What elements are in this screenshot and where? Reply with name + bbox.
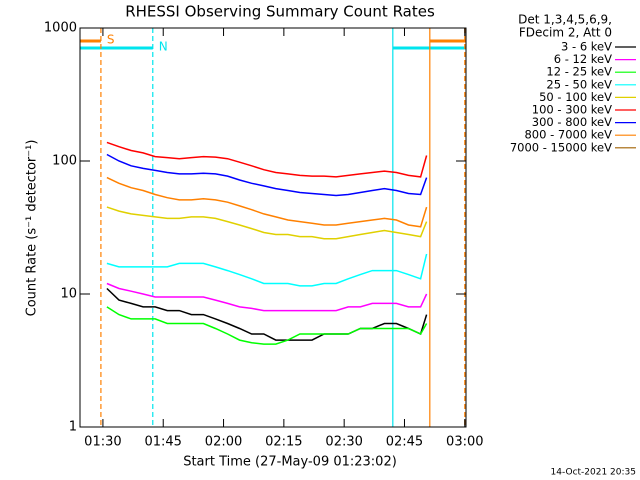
- legend-label: 25 - 50 keV: [546, 77, 612, 91]
- legend-title: Det 1,3,4,5,6,9,: [518, 13, 612, 27]
- legend-label: 3 - 6 keV: [561, 40, 612, 54]
- x-tick-label: 01:45: [144, 435, 181, 450]
- legend-label: 800 - 7000 keV: [524, 128, 612, 142]
- x-axis-label: Start Time (27-May-09 01:23:02): [183, 455, 397, 470]
- legend-label: 6 - 12 keV: [554, 52, 612, 66]
- y-tick-label: 1: [69, 420, 77, 435]
- x-tick-label: 02:00: [205, 435, 242, 450]
- series-line: [106, 287, 428, 341]
- legend-label: 7000 - 15000 keV: [510, 140, 612, 154]
- x-tick-label: 01:30: [84, 435, 121, 450]
- x-tick-label: 02:15: [265, 435, 302, 450]
- series-line: [106, 206, 428, 240]
- y-axis-label: Count Rate (s⁻¹ detector⁻¹): [25, 140, 40, 317]
- legend-label: 50 - 100 keV: [539, 90, 612, 104]
- series-line: [106, 176, 428, 228]
- event-label: S: [107, 33, 115, 47]
- series-line: [106, 306, 428, 345]
- series-line: [106, 153, 428, 197]
- legend-label: 12 - 25 keV: [546, 65, 612, 79]
- event-label: N: [159, 40, 168, 54]
- series-line: [106, 282, 428, 312]
- y-tick-label: 1000: [44, 21, 77, 36]
- legend-label: 100 - 300 keV: [532, 103, 612, 117]
- series-line: [106, 253, 428, 287]
- x-tick-label: 02:45: [386, 435, 423, 450]
- legend-title: FDecim 2, Att 0: [519, 26, 612, 40]
- series-line: [106, 141, 428, 178]
- legend-label: 300 - 800 keV: [532, 115, 612, 129]
- x-tick-label: 02:30: [325, 435, 362, 450]
- y-tick-label: 100: [52, 154, 77, 169]
- x-tick-label: 03:00: [446, 435, 483, 450]
- chart-title: RHESSI Observing Summary Count Rates: [125, 3, 435, 21]
- y-tick-label: 10: [60, 287, 77, 302]
- footer: 14-Oct-2021 20:35: [551, 468, 636, 478]
- plot-frame: [79, 27, 467, 428]
